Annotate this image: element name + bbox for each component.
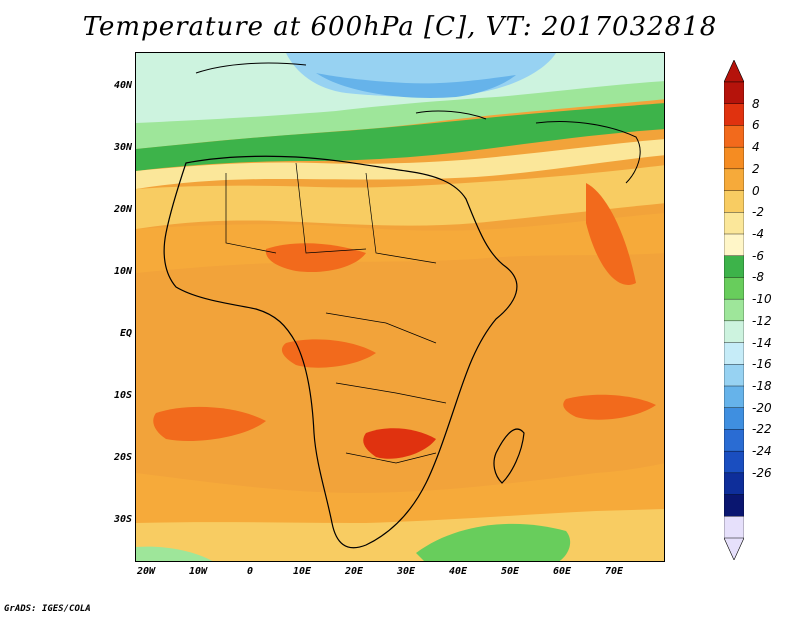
colorbar-label: 0	[752, 183, 760, 198]
colorbar-label: -16	[752, 357, 772, 372]
lat-label-10s: 10S	[113, 390, 132, 401]
colorbar-segment	[724, 81, 744, 105]
lon-label-0: 0	[246, 566, 254, 577]
colorbar-label: 4	[752, 140, 760, 155]
colorbar-segment	[724, 516, 744, 539]
lon-label-40e: 40E	[448, 566, 468, 577]
lon-label-50e: 50E	[500, 566, 520, 577]
lat-label-30n: 30N	[113, 142, 132, 153]
colorbar-segment	[724, 277, 744, 300]
colorbar-segment	[724, 429, 744, 452]
colorbar-segment	[724, 298, 744, 322]
colorbar-segment	[724, 320, 744, 344]
colorbar-label: -10	[752, 292, 772, 307]
colorbar-segment	[724, 364, 744, 387]
lat-label-30s: 30S	[113, 514, 132, 525]
lon-label-60e: 60E	[552, 566, 572, 577]
lon-label-20e: 20E	[344, 566, 364, 577]
colorbar-label: -22	[752, 422, 772, 437]
colorbar-label: -14	[752, 335, 772, 350]
colorbar-label: -4	[752, 227, 764, 241]
lat-label-10n: 10N	[113, 266, 132, 277]
colorbar-segment	[724, 146, 744, 170]
colorbar-segment	[724, 212, 744, 235]
colorbar-label: 8	[752, 96, 760, 111]
lon-label-30e: 30E	[396, 566, 416, 577]
colorbar-segment	[724, 342, 744, 365]
lat-label-20s: 20S	[113, 452, 132, 463]
lon-label-10w: 10W	[188, 566, 208, 577]
lon-label-10e: 10E	[292, 566, 312, 577]
colorbar-segment	[724, 103, 744, 127]
colorbar-segment	[724, 255, 744, 279]
lon-label-20w: 20W	[136, 566, 156, 577]
colorbar-label: -2	[752, 205, 764, 220]
map-panel[interactable]	[135, 52, 665, 562]
colorbar-label: -8	[752, 270, 764, 285]
lon-label-70e: 70E	[604, 566, 624, 577]
colorbar-segment	[724, 190, 744, 213]
colorbar-top-arrow	[724, 60, 744, 83]
colorbar-label: -18	[752, 379, 772, 393]
colorbar-label: -24	[752, 444, 772, 459]
colorbar-label: -20	[752, 400, 772, 415]
colorbar-label: -12	[752, 313, 772, 328]
credit-text: GrADS: IGES/COLA	[4, 604, 91, 614]
colorbar-segment	[724, 494, 744, 517]
colorbar-segment	[724, 407, 744, 431]
chart-title: Temperature at 600hPa [C], VT: 201703281…	[82, 12, 718, 42]
colorbar-segment	[724, 233, 744, 257]
colorbar-segment	[724, 385, 744, 409]
colorbar-label: 2	[752, 161, 760, 176]
lat-label-20n: 20N	[113, 204, 132, 215]
colorbar-label: 6	[752, 118, 760, 133]
colorbar	[724, 60, 744, 560]
colorbar-label: -26	[752, 465, 772, 480]
lat-label-40n: 40N	[113, 80, 132, 91]
colorbar-segment	[724, 472, 744, 496]
colorbar-segment	[724, 168, 744, 192]
lat-label-eq: EQ	[119, 328, 132, 339]
colorbar-segment	[724, 125, 744, 148]
temperature-field	[136, 53, 664, 561]
colorbar-bottom-arrow	[724, 537, 744, 560]
colorbar-segment	[724, 450, 744, 474]
colorbar-label: -6	[752, 248, 764, 263]
